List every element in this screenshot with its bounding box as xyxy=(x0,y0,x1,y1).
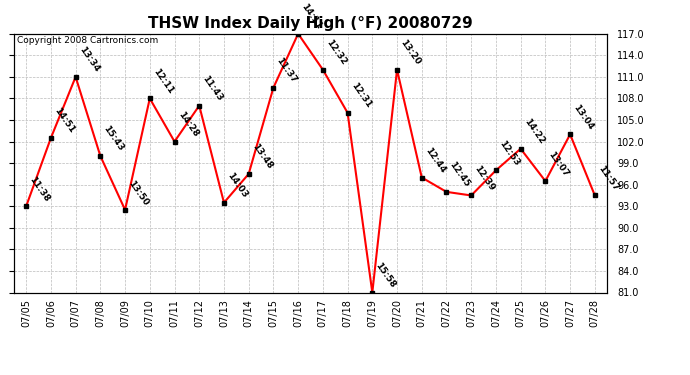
Text: 12:11: 12:11 xyxy=(151,67,175,96)
Text: 13:07: 13:07 xyxy=(546,150,571,178)
Text: 15:58: 15:58 xyxy=(374,261,397,290)
Text: 13:34: 13:34 xyxy=(77,45,101,74)
Text: 14:28: 14:28 xyxy=(176,110,200,139)
Text: 12:39: 12:39 xyxy=(473,164,497,193)
Text: 13:04: 13:04 xyxy=(571,103,595,132)
Text: 11:37: 11:37 xyxy=(275,56,299,85)
Text: 11:43: 11:43 xyxy=(201,74,224,103)
Text: 12:31: 12:31 xyxy=(349,81,373,110)
Text: 14:03: 14:03 xyxy=(226,171,249,200)
Title: THSW Index Daily High (°F) 20080729: THSW Index Daily High (°F) 20080729 xyxy=(148,16,473,31)
Text: Copyright 2008 Cartronics.com: Copyright 2008 Cartronics.com xyxy=(17,36,158,45)
Text: 15:43: 15:43 xyxy=(101,124,126,153)
Text: 12:45: 12:45 xyxy=(448,160,472,189)
Text: 13:50: 13:50 xyxy=(126,178,150,207)
Text: 14:51: 14:51 xyxy=(52,106,76,135)
Text: 14:11: 14:11 xyxy=(299,2,324,31)
Text: 12:44: 12:44 xyxy=(423,146,447,175)
Text: 12:53: 12:53 xyxy=(497,139,521,168)
Text: 11:38: 11:38 xyxy=(28,175,51,204)
Text: 13:48: 13:48 xyxy=(250,142,274,171)
Text: 13:20: 13:20 xyxy=(398,38,422,67)
Text: 11:57: 11:57 xyxy=(596,164,620,193)
Text: 14:22: 14:22 xyxy=(522,117,546,146)
Text: 12:32: 12:32 xyxy=(324,38,348,67)
